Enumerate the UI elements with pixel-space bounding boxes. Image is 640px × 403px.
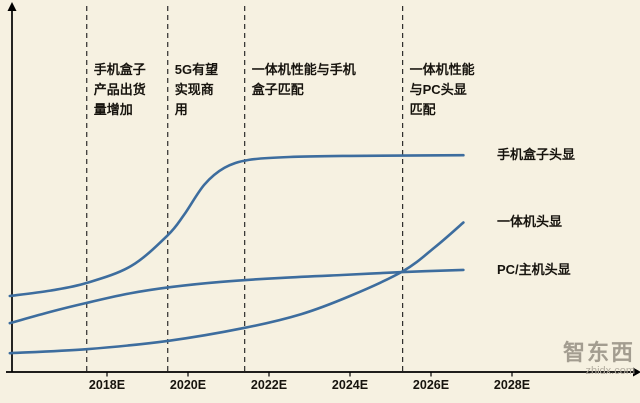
series-label: 手机盒子头显 (497, 147, 576, 163)
x-tick-label: 2022E (250, 378, 288, 392)
event-annotation: 一体机性能与手机 盒子匹配 (251, 62, 356, 97)
event-annotation: 一体机性能 与PC头显 匹配 (409, 62, 475, 117)
series-label: 一体机头显 (497, 214, 563, 230)
x-tick-label: 2028E (493, 378, 531, 392)
x-tick-label: 2020E (169, 378, 207, 392)
x-tick-label: 2024E (331, 378, 369, 392)
event-annotation: 手机盒子 产品出货 量增加 (93, 62, 146, 117)
x-tick-label: 2018E (88, 378, 126, 392)
x-tick-label: 2026E (412, 378, 450, 392)
event-annotation: 5G有望 实现商 用 (174, 62, 219, 117)
series-label: PC/主机头显 (497, 261, 571, 277)
